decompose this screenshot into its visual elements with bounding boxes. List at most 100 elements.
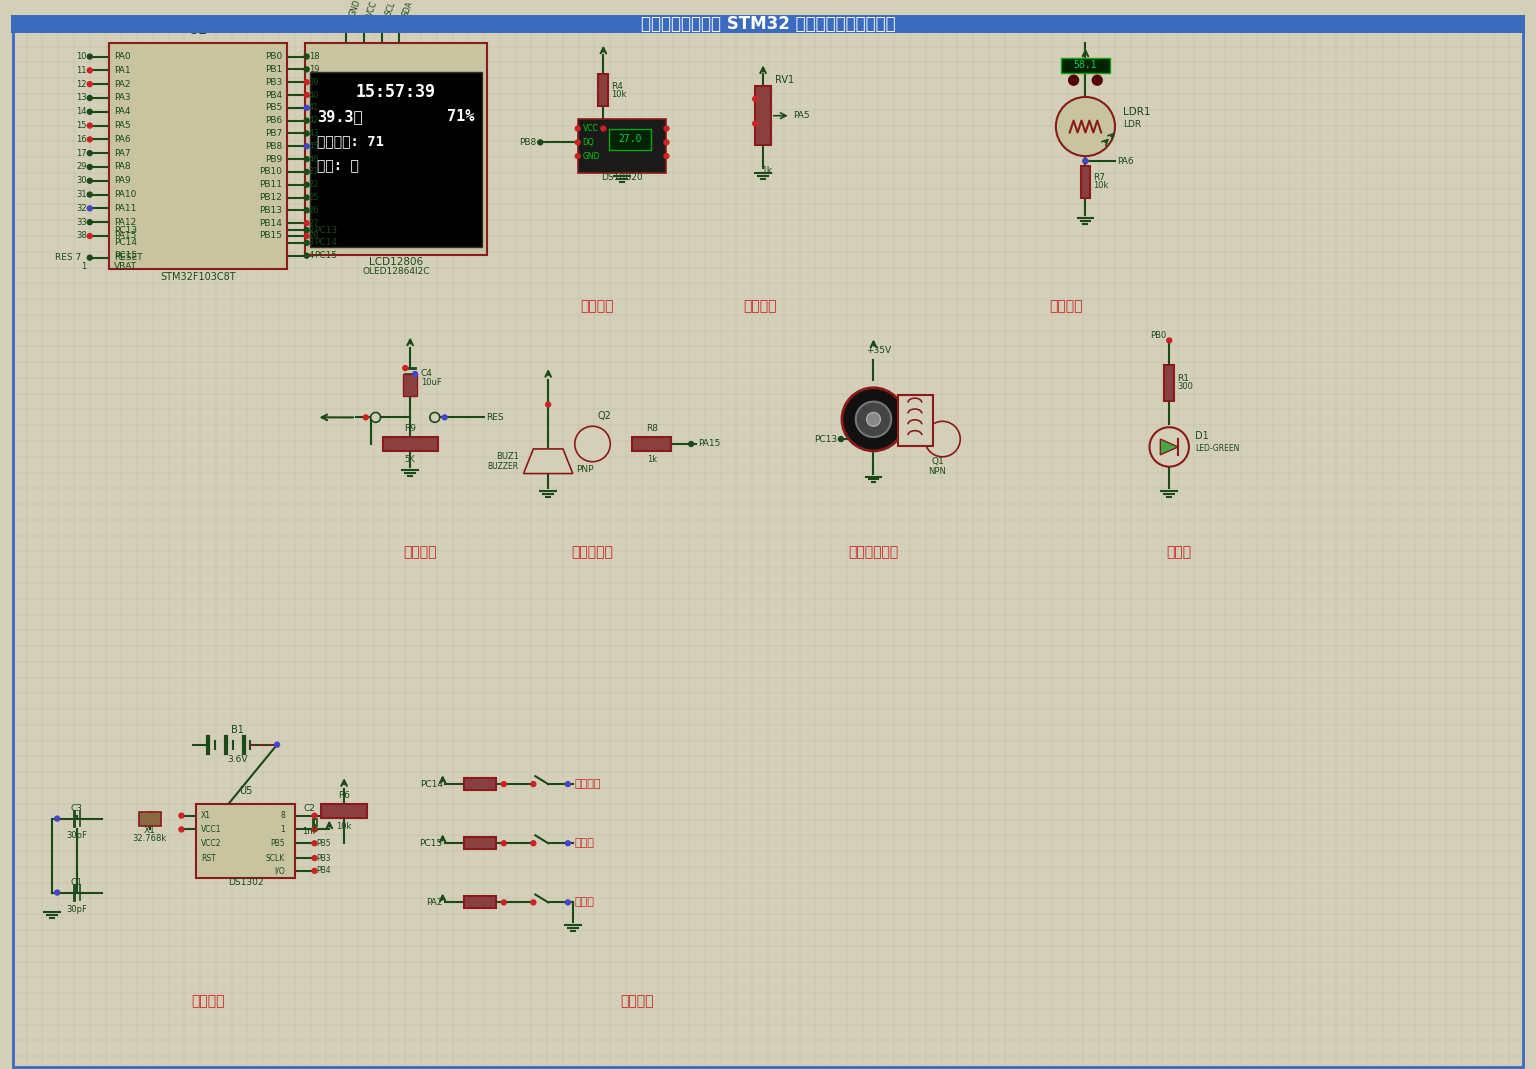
Text: PA2: PA2 <box>425 898 442 907</box>
Text: 1: 1 <box>280 825 286 834</box>
Polygon shape <box>1160 439 1178 454</box>
Circle shape <box>664 154 668 158</box>
Text: RST: RST <box>201 853 217 863</box>
Text: VCC2: VCC2 <box>201 839 221 848</box>
Text: PNP: PNP <box>576 465 593 474</box>
Text: SCL: SCL <box>384 0 396 16</box>
Text: 1nF: 1nF <box>303 827 318 836</box>
Text: 1k: 1k <box>647 454 657 464</box>
Bar <box>578 119 667 173</box>
Circle shape <box>55 816 60 821</box>
Text: 39: 39 <box>309 78 319 87</box>
Text: X1: X1 <box>201 811 210 820</box>
Bar <box>1164 366 1174 401</box>
Text: 71%: 71% <box>447 109 475 124</box>
Circle shape <box>88 165 92 169</box>
Circle shape <box>925 421 960 456</box>
Circle shape <box>88 81 92 87</box>
Text: SDA: SDA <box>401 0 415 17</box>
Text: 45: 45 <box>309 142 319 151</box>
Text: U5: U5 <box>238 786 252 796</box>
Text: PB13: PB13 <box>260 206 283 215</box>
Text: 32: 32 <box>77 204 88 213</box>
Circle shape <box>379 13 384 17</box>
Text: 300: 300 <box>1177 383 1193 391</box>
Text: PA4: PA4 <box>114 107 131 117</box>
Text: 32.768k: 32.768k <box>132 834 167 843</box>
Circle shape <box>88 192 92 197</box>
Text: 10: 10 <box>77 52 88 61</box>
Text: VCC: VCC <box>366 0 379 17</box>
Circle shape <box>304 207 309 213</box>
Text: 15: 15 <box>77 121 88 130</box>
Text: C3: C3 <box>71 804 83 812</box>
Text: 页面切换: 页面切换 <box>574 779 601 789</box>
Text: PA6: PA6 <box>114 135 131 144</box>
Text: C2: C2 <box>304 804 315 812</box>
Circle shape <box>88 206 92 211</box>
Circle shape <box>545 402 550 407</box>
Text: NPN: NPN <box>929 466 946 476</box>
Text: PB15: PB15 <box>260 232 283 241</box>
Text: 40: 40 <box>309 91 319 99</box>
Text: RESET: RESET <box>114 253 143 262</box>
Circle shape <box>304 182 309 187</box>
Bar <box>321 804 367 818</box>
Text: PA0: PA0 <box>114 52 131 61</box>
Text: 8: 8 <box>280 811 286 820</box>
Circle shape <box>312 855 316 861</box>
Bar <box>464 897 496 909</box>
Text: 17: 17 <box>77 149 88 157</box>
Text: PB0: PB0 <box>1150 331 1166 340</box>
Text: 46: 46 <box>309 155 319 164</box>
Circle shape <box>312 827 316 832</box>
Text: PA15: PA15 <box>114 232 137 241</box>
Text: PB6: PB6 <box>264 117 283 125</box>
Text: 27.0: 27.0 <box>617 135 642 144</box>
Circle shape <box>304 233 309 238</box>
Text: Q1: Q1 <box>931 456 945 466</box>
Text: 水泵电机电路: 水泵电机电路 <box>848 545 899 559</box>
Bar <box>404 374 418 396</box>
Text: B1: B1 <box>232 725 244 734</box>
Text: PC14: PC14 <box>419 779 442 789</box>
Text: 设置加: 设置加 <box>574 838 594 848</box>
Text: PA1: PA1 <box>114 66 131 75</box>
Text: 30pF: 30pF <box>66 905 88 914</box>
Text: PC13: PC13 <box>114 226 138 234</box>
Circle shape <box>370 413 381 422</box>
Text: 补光灯: 补光灯 <box>1166 545 1192 559</box>
Text: RES: RES <box>485 413 504 422</box>
Text: R6: R6 <box>338 791 350 800</box>
Text: PC15: PC15 <box>114 251 138 260</box>
Text: 21: 21 <box>309 168 319 176</box>
Text: VCC1: VCC1 <box>201 825 221 834</box>
Circle shape <box>430 413 439 422</box>
Text: VCC: VCC <box>582 124 599 133</box>
Text: D1: D1 <box>1195 431 1209 441</box>
Text: R4: R4 <box>611 81 624 91</box>
Circle shape <box>753 121 757 126</box>
Text: 1: 1 <box>81 262 88 272</box>
Circle shape <box>442 415 447 420</box>
Circle shape <box>531 841 536 846</box>
Text: 25: 25 <box>309 193 319 202</box>
Text: 1: 1 <box>339 16 344 26</box>
Text: PB3: PB3 <box>264 78 283 87</box>
Text: OLED12864I2C: OLED12864I2C <box>362 267 430 277</box>
Text: PB5: PB5 <box>270 839 286 848</box>
Text: X1: X1 <box>144 826 155 835</box>
Circle shape <box>866 413 880 427</box>
Text: 10k: 10k <box>611 90 627 98</box>
Circle shape <box>576 140 581 144</box>
Text: PC14: PC14 <box>315 238 338 247</box>
Circle shape <box>304 106 309 110</box>
Text: PA5: PA5 <box>114 121 131 130</box>
Text: 时钟电路: 时钟电路 <box>192 994 224 1008</box>
Circle shape <box>304 80 309 84</box>
Text: 15:57:39: 15:57:39 <box>356 83 436 102</box>
Text: PA10: PA10 <box>114 190 137 199</box>
Circle shape <box>304 55 309 59</box>
Circle shape <box>1055 97 1115 156</box>
Text: Q2: Q2 <box>598 412 611 421</box>
